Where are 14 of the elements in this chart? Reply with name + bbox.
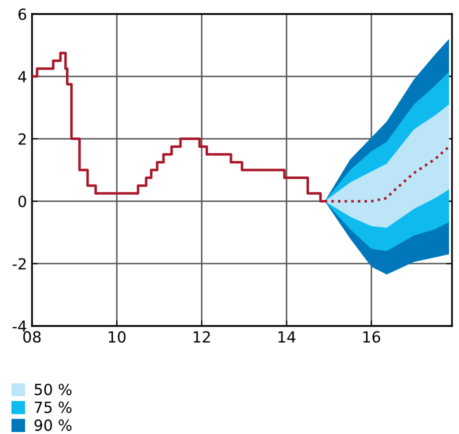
y-tick-label: 6: [18, 8, 26, 20]
x-tick-label: 14: [278, 331, 296, 342]
y-tick-label: 4: [18, 71, 26, 82]
y-tick-label: -2: [12, 258, 26, 270]
legend-label: 75 %: [34, 402, 72, 414]
x-tick-label: 12: [194, 331, 210, 342]
legend-label: 50 %: [34, 384, 72, 396]
x-tick-label: 10: [108, 331, 126, 343]
x-tick-label: 16: [363, 331, 380, 343]
x-tick-label: 08: [23, 331, 41, 343]
y-tick-label: 2: [18, 133, 26, 145]
y-tick-label: 0: [18, 196, 26, 208]
legend-label: 90 %: [34, 419, 72, 431]
y-tick-label: -4: [12, 320, 26, 332]
